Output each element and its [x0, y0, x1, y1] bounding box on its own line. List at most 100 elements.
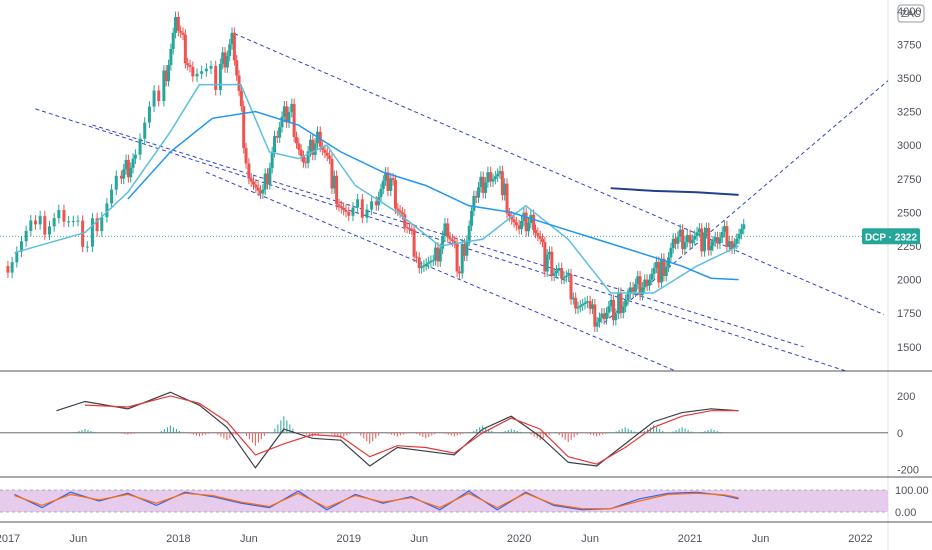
- candle-body[interactable]: [138, 138, 142, 155]
- candle-body[interactable]: [195, 73, 199, 77]
- candle-body[interactable]: [10, 262, 14, 273]
- candle-body[interactable]: [467, 225, 471, 241]
- candle-body[interactable]: [405, 227, 409, 229]
- candle-body[interactable]: [263, 173, 267, 190]
- candle-body[interactable]: [611, 299, 615, 321]
- candle-body[interactable]: [660, 258, 664, 283]
- candle-body[interactable]: [420, 266, 424, 269]
- candle-body[interactable]: [484, 182, 488, 193]
- candle-body[interactable]: [223, 52, 227, 68]
- candle-body[interactable]: [617, 292, 621, 314]
- candle-body[interactable]: [384, 172, 388, 181]
- candle-body[interactable]: [71, 220, 75, 222]
- candle-body[interactable]: [597, 317, 601, 323]
- candle-body[interactable]: [517, 225, 521, 230]
- candle-body[interactable]: [527, 223, 531, 232]
- candle-body[interactable]: [695, 232, 699, 236]
- candle-body[interactable]: [688, 234, 692, 244]
- candle-body[interactable]: [690, 239, 694, 244]
- candle-body[interactable]: [571, 297, 575, 300]
- candle-body[interactable]: [631, 287, 635, 292]
- candle-body[interactable]: [436, 247, 440, 262]
- ema-long-line[interactable]: [610, 187, 739, 196]
- candle-body[interactable]: [474, 195, 478, 198]
- candle-body[interactable]: [555, 270, 559, 274]
- signal-line[interactable]: [84, 395, 739, 465]
- candle-body[interactable]: [669, 248, 673, 258]
- candle-body[interactable]: [664, 266, 668, 277]
- candle-body[interactable]: [514, 222, 518, 226]
- candle-body[interactable]: [700, 228, 704, 252]
- candle-body[interactable]: [541, 238, 545, 242]
- time-axis[interactable]: 2017 Jun 2018 Jun 2019 Jun 2020 Jun 2021 Jun 2022: [0, 533, 873, 545]
- candle-body[interactable]: [162, 70, 166, 102]
- candle-body[interactable]: [57, 209, 61, 219]
- candle-body[interactable]: [275, 136, 279, 138]
- stoch-d-line[interactable]: [14, 492, 739, 510]
- candle-body[interactable]: [716, 237, 720, 244]
- candle-body[interactable]: [683, 242, 687, 250]
- candle-body[interactable]: [24, 230, 28, 242]
- candle-body[interactable]: [95, 218, 99, 232]
- candle-body[interactable]: [239, 90, 243, 107]
- candle-body[interactable]: [396, 208, 400, 211]
- candle-body[interactable]: [414, 256, 418, 258]
- candle-body[interactable]: [446, 223, 450, 238]
- candle-body[interactable]: [543, 241, 547, 272]
- candle-body[interactable]: [453, 241, 457, 244]
- candle-body[interactable]: [588, 301, 592, 309]
- candle-body[interactable]: [242, 106, 246, 149]
- candle-body[interactable]: [342, 208, 346, 210]
- trend-channel-line[interactable]: [603, 80, 889, 323]
- candle-body[interactable]: [398, 210, 402, 213]
- candle-body[interactable]: [344, 209, 348, 212]
- candle-body[interactable]: [191, 66, 195, 77]
- candle-body[interactable]: [247, 163, 251, 179]
- candle-body[interactable]: [697, 228, 701, 233]
- candle-body[interactable]: [711, 241, 715, 246]
- price-pane[interactable]: [0, 11, 889, 372]
- candle-body[interactable]: [294, 136, 298, 144]
- candle-body[interactable]: [496, 173, 500, 177]
- candle-body[interactable]: [657, 261, 661, 283]
- candle-body[interactable]: [538, 235, 542, 239]
- candle-body[interactable]: [299, 149, 303, 157]
- candle-body[interactable]: [308, 139, 312, 152]
- candle-body[interactable]: [389, 178, 393, 191]
- candle-body[interactable]: [174, 16, 178, 33]
- candle-body[interactable]: [347, 211, 351, 216]
- candle-body[interactable]: [607, 306, 611, 313]
- candle-body[interactable]: [678, 229, 682, 237]
- candle-body[interactable]: [410, 228, 414, 230]
- candle-body[interactable]: [400, 212, 404, 215]
- candle-body[interactable]: [278, 127, 282, 138]
- candle-body[interactable]: [228, 44, 232, 56]
- candle-body[interactable]: [90, 218, 94, 247]
- candle-body[interactable]: [633, 283, 637, 292]
- candle-body[interactable]: [507, 213, 511, 217]
- candle-body[interactable]: [370, 201, 374, 210]
- candle-body[interactable]: [503, 183, 507, 196]
- candle-body[interactable]: [301, 156, 305, 163]
- candle-body[interactable]: [640, 287, 644, 296]
- candle-body[interactable]: [574, 297, 578, 309]
- candle-body[interactable]: [477, 187, 481, 198]
- candle-body[interactable]: [19, 241, 23, 252]
- candle-body[interactable]: [313, 143, 317, 155]
- candle-body[interactable]: [654, 261, 658, 268]
- candle-body[interactable]: [619, 292, 623, 314]
- candle-body[interactable]: [337, 204, 341, 207]
- candle-body[interactable]: [152, 90, 156, 107]
- candle-body[interactable]: [381, 180, 385, 189]
- candle-body[interactable]: [709, 245, 713, 251]
- candle-body[interactable]: [534, 229, 538, 233]
- candle-body[interactable]: [520, 220, 524, 230]
- candle-body[interactable]: [270, 152, 274, 169]
- candle-body[interactable]: [256, 187, 260, 191]
- candle-body[interactable]: [636, 276, 640, 284]
- candle-body[interactable]: [434, 247, 438, 261]
- candle-body[interactable]: [486, 172, 490, 183]
- candle-body[interactable]: [254, 184, 258, 188]
- candle-body[interactable]: [450, 239, 454, 242]
- candle-body[interactable]: [457, 271, 461, 274]
